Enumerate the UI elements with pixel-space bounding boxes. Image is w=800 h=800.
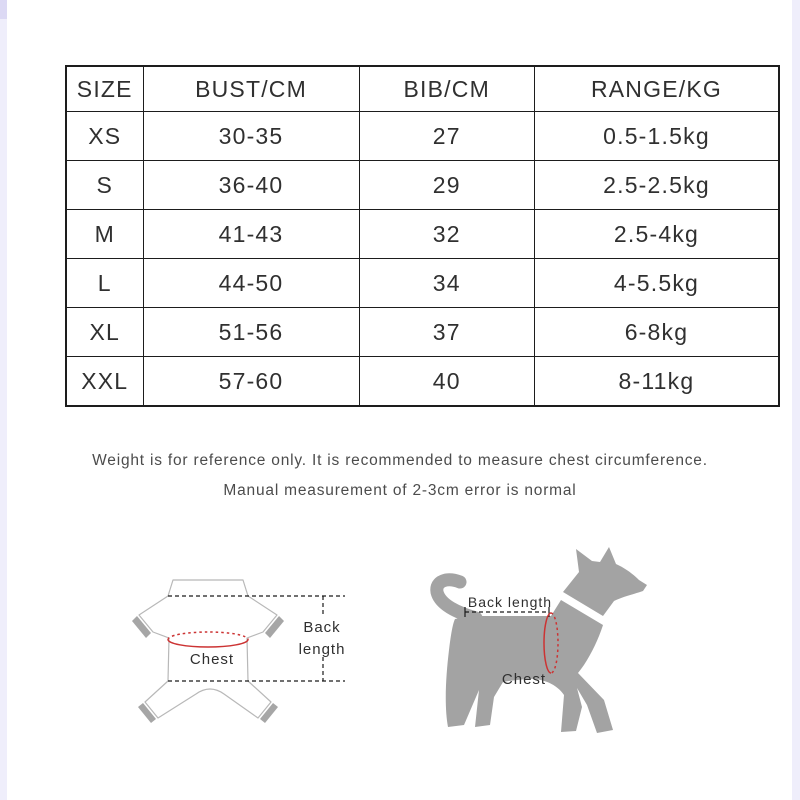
table-cell: S bbox=[65, 160, 144, 210]
garment-diagram: Chest Back length bbox=[132, 579, 346, 723]
dog-chest-ellipse bbox=[543, 612, 552, 674]
measurement-diagrams: Chest Back length Back length Chest bbox=[132, 547, 647, 733]
table-cell: XS bbox=[65, 111, 144, 161]
table-cell: 27 bbox=[358, 111, 535, 161]
table-cell: 29 bbox=[358, 160, 535, 210]
dog-back-length-label: Back length bbox=[468, 594, 552, 610]
measurement-note: Weight is for reference only. It is reco… bbox=[0, 452, 800, 512]
leg-cuff-right bbox=[260, 703, 278, 723]
note-line-2: Manual measurement of 2-3cm error is nor… bbox=[223, 482, 577, 499]
table-cell: 37 bbox=[358, 307, 535, 357]
table-cell: 34 bbox=[358, 258, 535, 308]
size-chart-table: SIZE BUST/CM BIB/CM RANGE/KG XS 30-35 27 0.5-1.… bbox=[65, 65, 780, 407]
table-cell: 32 bbox=[358, 209, 535, 259]
column-header: RANGE/KG bbox=[533, 65, 780, 112]
table-cell: 8-11kg bbox=[533, 356, 780, 407]
table-cell: 57-60 bbox=[142, 356, 360, 407]
column-header: BUST/CM bbox=[142, 65, 360, 112]
table-cell: 36-40 bbox=[142, 160, 360, 210]
garment-back-label-1: Back bbox=[303, 619, 340, 636]
page-edge-top-cap bbox=[0, 0, 7, 19]
sleeve-cuff-left bbox=[132, 616, 151, 638]
note-line-1: Weight is for reference only. It is reco… bbox=[92, 452, 708, 469]
table-row: S 36-40 29 2.5-2.5kg bbox=[65, 160, 780, 210]
page-edge-left bbox=[0, 0, 7, 800]
dog-body bbox=[445, 600, 613, 733]
table-row: XXL 57-60 40 8-11kg bbox=[65, 356, 780, 407]
table-cell: 6-8kg bbox=[533, 307, 780, 357]
dog-diagram: Back length Chest bbox=[430, 547, 647, 733]
table-cell: 0.5-1.5kg bbox=[533, 111, 780, 161]
table-cell: 2.5-4kg bbox=[533, 209, 780, 259]
dog-head bbox=[563, 547, 647, 616]
table-cell: 30-35 bbox=[142, 111, 360, 161]
chest-measure-ellipse-dotted bbox=[167, 631, 249, 640]
table-row: M 41-43 32 2.5-4kg bbox=[65, 209, 780, 259]
garment-outline bbox=[138, 579, 278, 719]
table-cell: 2.5-2.5kg bbox=[533, 160, 780, 210]
table-cell: XL bbox=[65, 307, 144, 357]
table-cell: L bbox=[65, 258, 144, 308]
table-cell: 4-5.5kg bbox=[533, 258, 780, 308]
table-cell: M bbox=[65, 209, 144, 259]
table-row: L 44-50 34 4-5.5kg bbox=[65, 258, 780, 308]
table-row: XS 30-35 27 0.5-1.5kg bbox=[65, 111, 780, 161]
table-cell: 40 bbox=[358, 356, 535, 407]
garment-back-label-2: length bbox=[299, 641, 346, 658]
table-cell: 44-50 bbox=[142, 258, 360, 308]
table-cell: XXL bbox=[65, 356, 144, 407]
page-edge-right bbox=[792, 0, 800, 800]
column-header: BIB/CM bbox=[358, 65, 535, 112]
sleeve-cuff-right bbox=[265, 616, 284, 638]
leg-cuff-left bbox=[138, 703, 156, 723]
garment-chest-label: Chest bbox=[190, 651, 234, 668]
table-cell: 41-43 bbox=[142, 209, 360, 259]
table-row: XL 51-56 37 6-8kg bbox=[65, 307, 780, 357]
table-cell: 51-56 bbox=[142, 307, 360, 357]
dog-chest-label: Chest bbox=[502, 671, 546, 688]
column-header: SIZE bbox=[65, 65, 144, 112]
dog-tail bbox=[430, 573, 483, 625]
chest-measure-ellipse bbox=[167, 639, 249, 648]
